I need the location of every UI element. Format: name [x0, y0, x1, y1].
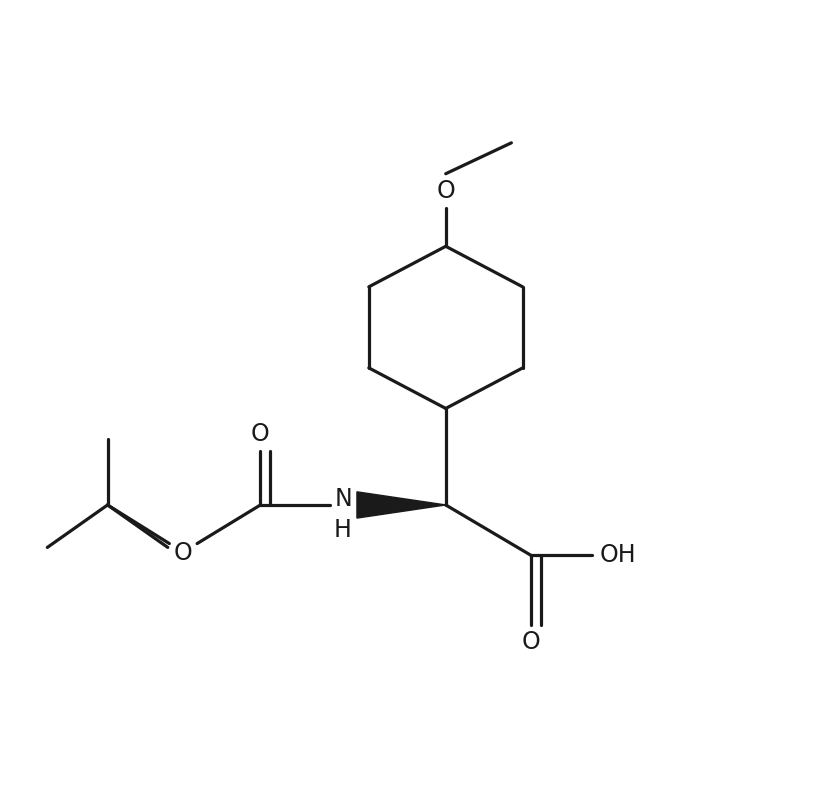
Text: O: O — [521, 630, 540, 654]
Text: O: O — [173, 541, 192, 565]
Polygon shape — [357, 492, 446, 518]
Text: O: O — [436, 178, 455, 203]
Text: N: N — [335, 487, 352, 511]
Text: OH: OH — [599, 543, 636, 567]
Text: H: H — [334, 518, 352, 542]
Text: O: O — [251, 422, 270, 446]
